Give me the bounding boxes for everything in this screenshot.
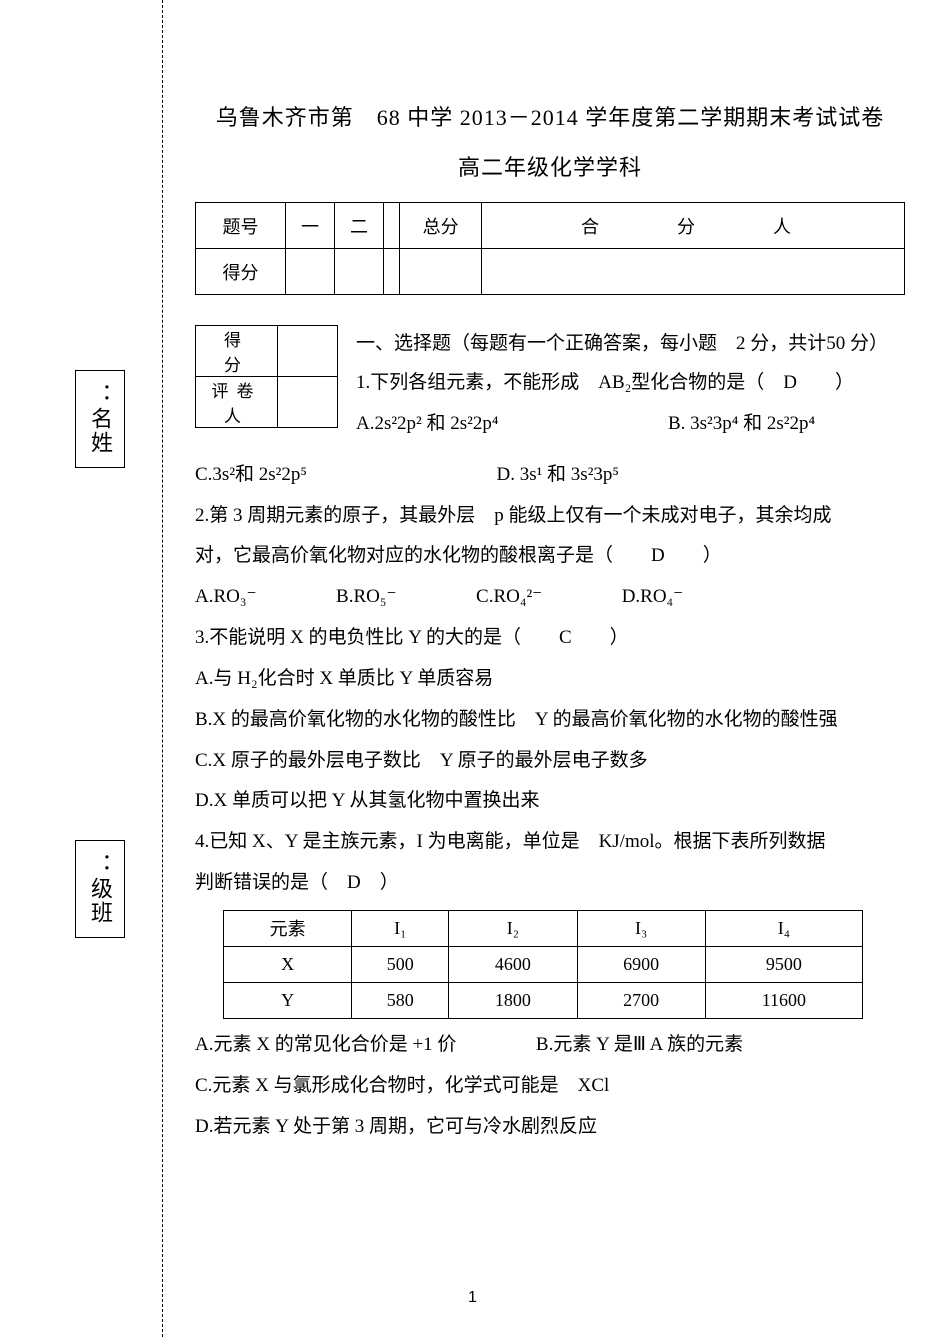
q4-optD: D.若元素 Y 处于第 3 周期，它可与冷水剧烈反应 (195, 1107, 905, 1148)
cell: 得分 (196, 249, 286, 295)
q2-optD: D.RO₄⁻ (622, 586, 684, 607)
cell: X (224, 946, 352, 982)
cell: I₁ (352, 910, 449, 946)
table-row: 元素 I₁ I₂ I₃ I₄ (224, 910, 863, 946)
table-row: 得分 (196, 249, 905, 295)
q4-table: 元素 I₁ I₂ I₃ I₄ X 500 4600 6900 9500 Y 58… (223, 910, 863, 1019)
q3-optA: A.与 H₂化合时 X 单质比 Y 单质容易 (195, 659, 905, 700)
cell: I₃ (577, 910, 705, 946)
cell: I₂ (449, 910, 577, 946)
table-row: X 500 4600 6900 9500 (224, 946, 863, 982)
q4-optC: C.元素 X 与氯形成化合物时，化学式可能是 XCl (195, 1066, 905, 1107)
q2-stem2: 对，它最高价氧化物对应的水化物的酸根离子是（ D ） (195, 536, 905, 577)
q1-stem: 1.下列各组元素，不能形成 AB₂型化合物的是（ D ） (356, 363, 905, 404)
section-heading: 一、选择题（每题有一个正确答案，每小题 2 分，共计50 分） (356, 325, 905, 363)
grader-table: 得 分 评卷人 (195, 325, 338, 428)
q3-optD: D.X 单质可以把 Y 从其氢化物中置换出来 (195, 781, 905, 822)
cell: I₄ (705, 910, 862, 946)
grader-row: 得 分 评卷人 一、选择题（每题有一个正确答案，每小题 2 分，共计50 分） … (195, 325, 905, 445)
class-label-box: ：级班 (75, 840, 125, 938)
q3-optB: B.X 的最高价氧化物的水化物的酸性比 Y 的最高价氧化物的水化物的酸性强 (195, 700, 905, 741)
q4-optB: B.元素 Y 是Ⅲ A 族的元素 (536, 1034, 743, 1055)
cell: 合 分 人 (482, 203, 905, 249)
q2-optB: B.RO₅⁻ (336, 586, 396, 607)
q4-stem1: 4.已知 X、Y 是主族元素，I 为电离能，单位是 KJ/mol。根据下表所列数… (195, 822, 905, 863)
q1-optC: C.3s²和 2s²2p⁵ (195, 464, 307, 485)
cell: 题号 (196, 203, 286, 249)
binding-line (162, 0, 163, 1337)
cell (286, 249, 335, 295)
q2-optA: A.RO₃⁻ (195, 586, 257, 607)
cell: 得 分 (196, 326, 278, 377)
q3-stem: 3.不能说明 X 的电负性比 Y 的大的是（ C ） (195, 618, 905, 659)
q1-optA: A.2s²2p² 和 2s²2p⁴ (356, 413, 498, 434)
q1-opts-cd: C.3s²和 2s²2p⁵ D. 3s¹ 和 3s²3p⁵ (195, 455, 905, 496)
cell: 评卷人 (196, 377, 278, 428)
q2-optC: C.RO₄²⁻ (476, 586, 542, 607)
q4-opts-ab: A.元素 X 的常见化合价是 +1 价 B.元素 Y 是Ⅲ A 族的元素 (195, 1025, 905, 1066)
cell (482, 249, 905, 295)
cell: 2700 (577, 982, 705, 1018)
table-row: Y 580 1800 2700 11600 (224, 982, 863, 1018)
q1-opts-ab: A.2s²2p² 和 2s²2p⁴ B. 3s²3p⁴ 和 2s²2p⁴ (356, 404, 905, 445)
cell: 500 (352, 946, 449, 982)
q4-stem2: 判断错误的是（ D ） (195, 863, 905, 904)
cell: 总分 (400, 203, 482, 249)
cell (335, 249, 384, 295)
cell: Y (224, 982, 352, 1018)
cell: 6900 (577, 946, 705, 982)
q3-optC: C.X 原子的最外层电子数比 Y 原子的最外层电子数多 (195, 741, 905, 782)
cell: 1800 (449, 982, 577, 1018)
q4-optA: A.元素 X 的常见化合价是 +1 价 (195, 1034, 456, 1055)
q1-optB: B. 3s²3p⁴ 和 2s²2p⁴ (668, 413, 815, 434)
cell: 580 (352, 982, 449, 1018)
q2-stem1: 2.第 3 周期元素的原子，其最外层 p 能级上仅有一个未成对电子，其余均成 (195, 496, 905, 537)
cell: 11600 (705, 982, 862, 1018)
cell (400, 249, 482, 295)
score-table: 题号 一 二 总分 合 分 人 得分 (195, 202, 905, 295)
q2-opts: A.RO₃⁻ B.RO₅⁻ C.RO₄²⁻ D.RO₄⁻ (195, 577, 905, 618)
name-label-box: ：名姓 (75, 370, 125, 468)
table-row: 题号 一 二 总分 合 分 人 (196, 203, 905, 249)
page-content: 乌鲁木齐市第 68 中学 2013－2014 学年度第二学期期末考试试卷 高二年… (195, 100, 905, 1148)
page-number: 1 (468, 1289, 477, 1307)
q1-optD: D. 3s¹ 和 3s²3p⁵ (496, 464, 619, 485)
title-sub: 高二年级化学学科 (195, 150, 905, 182)
cell: 4600 (449, 946, 577, 982)
cell (384, 203, 400, 249)
cell: 二 (335, 203, 384, 249)
cell: 一 (286, 203, 335, 249)
cell (384, 249, 400, 295)
title-main: 乌鲁木齐市第 68 中学 2013－2014 学年度第二学期期末考试试卷 (195, 100, 905, 132)
cell: 元素 (224, 910, 352, 946)
cell (278, 326, 338, 377)
cell: 9500 (705, 946, 862, 982)
cell (278, 377, 338, 428)
